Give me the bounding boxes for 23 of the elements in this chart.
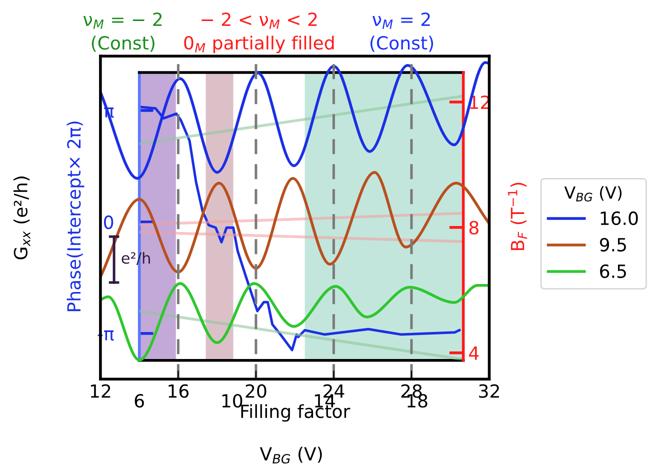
text: − 2 < ν$_{M}$ < 2 [202, 12, 317, 29]
x-tick-label: 10 [222, 394, 242, 408]
x-tick-label: 12 [90, 384, 110, 398]
y2-tick-label: 8 [469, 220, 478, 235]
x-tick-label: 32 [479, 384, 499, 398]
y2-tick-label: 4 [469, 346, 479, 360]
legend-title: V$_{BG}$ (V) [564, 186, 622, 202]
legend-label: 9.5 [600, 238, 626, 252]
text: (Const) [370, 36, 434, 52]
text: ν$_{M}$ = 2 [372, 12, 430, 29]
y2-axis-title: B$_{F}$ (T$^{−1}$) [508, 182, 528, 250]
y-axis-title: G$_{xx}$ (e²/h) [14, 176, 30, 260]
x-tick-label: 16 [168, 384, 189, 398]
legend-label: 6.5 [600, 264, 626, 278]
text: 0$_{M}$ partially filled [184, 36, 334, 54]
y-axis-title: Phase(Intercept× 2π) [66, 122, 84, 312]
legend-label: 16.0 [600, 211, 638, 226]
y-tick-label: 0 [104, 215, 114, 230]
x-tick-label: 20 [246, 384, 266, 398]
x-axis-title: V$_{BG}$ (V) [260, 446, 322, 464]
x-tick-label: 6 [134, 394, 144, 408]
text: ν$_{M}$ = − 2 [83, 12, 162, 29]
text: (Const) [92, 36, 154, 52]
